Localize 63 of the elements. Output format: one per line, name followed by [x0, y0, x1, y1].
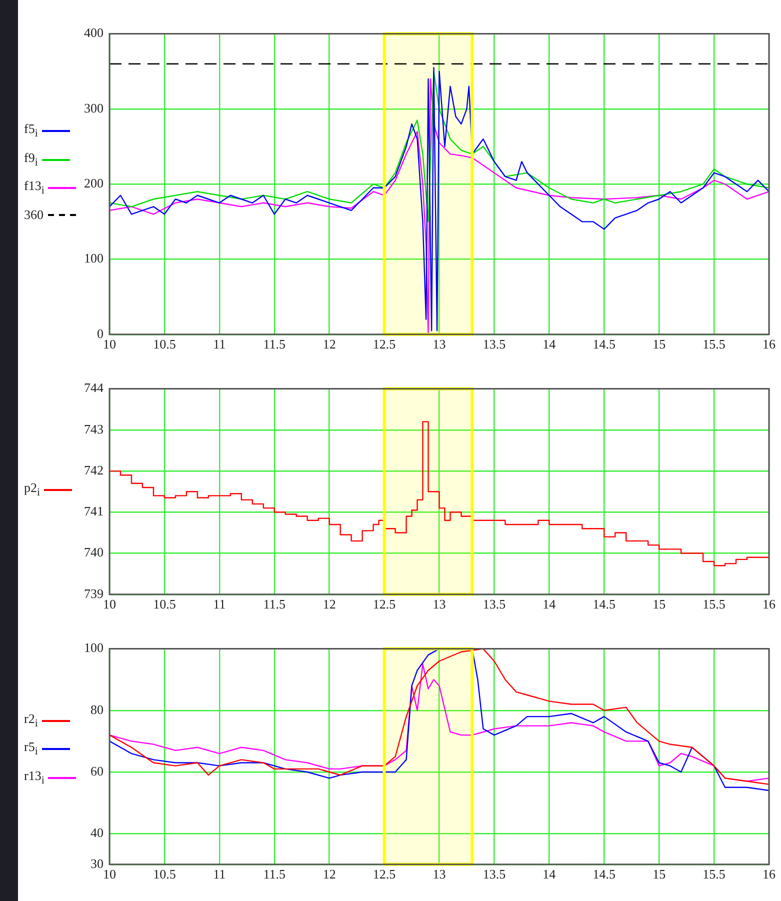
x-tick-label: 13: [432, 596, 446, 612]
legend-label: r13$_{i}$: [24, 768, 44, 788]
x-tick-label: 12: [322, 596, 336, 612]
x-tick-label: 16: [762, 866, 776, 882]
x-tick-label: 11.5: [263, 596, 286, 612]
x-tick-label: 10: [103, 336, 116, 352]
legend-label: p2$_{i}$: [24, 480, 40, 500]
x-tick-label: 13: [432, 866, 446, 882]
x-tick-label: 12: [322, 336, 336, 352]
x-tick-label: 14: [542, 336, 556, 352]
x-tick-label: 12.5: [372, 596, 396, 612]
x-tick-label: 10.5: [153, 596, 176, 612]
x-tick-label: 11: [213, 336, 226, 352]
x-tick-label: 14.5: [592, 866, 616, 882]
x-tick-label: 15.5: [702, 866, 726, 882]
y-tick-label: 100: [84, 640, 104, 656]
x-tick-label: 14.5: [592, 596, 616, 612]
x-tick-label: 15: [652, 596, 666, 612]
x-tick-label: 15.5: [702, 596, 726, 612]
y-tick-label: 743: [84, 421, 104, 436]
y-tick-label: 30: [90, 856, 104, 871]
x-tick-label: 12.5: [372, 336, 396, 352]
x-tick-label: 10: [103, 596, 116, 612]
x-tick-label: 10.5: [153, 336, 176, 352]
y-tick-label: 0: [97, 326, 104, 341]
x-tick-label: 12: [322, 866, 336, 882]
legend-label: f9$_{i}$: [24, 150, 38, 170]
y-tick-label: 80: [90, 702, 104, 717]
x-tick-label: 10: [103, 866, 116, 882]
y-tick-label: 200: [84, 176, 104, 191]
x-tick-label: 10.5: [153, 866, 176, 882]
x-tick-label: 15: [652, 866, 666, 882]
x-tick-label: 11: [213, 596, 226, 612]
legend-label: f5$_{i}$: [24, 121, 38, 141]
legend-label: r5$_{i}$: [24, 739, 38, 759]
legend-label: f13$_{i}$: [24, 178, 44, 198]
y-tick-label: 741: [84, 504, 104, 519]
legend-label: 360: [24, 206, 44, 222]
y-tick-label: 300: [84, 100, 104, 116]
x-tick-label: 11.5: [263, 866, 286, 882]
x-tick-label: 16: [762, 596, 776, 612]
legend-label: r2$_{i}$: [24, 710, 38, 730]
y-tick-label: 400: [84, 25, 104, 40]
x-tick-label: 15.5: [702, 336, 726, 352]
x-tick-label: 15: [652, 336, 666, 352]
x-tick-label: 14: [542, 596, 556, 612]
x-tick-label: 14.5: [592, 336, 616, 352]
x-tick-label: 13.5: [482, 866, 506, 882]
y-tick-label: 100: [84, 250, 104, 266]
y-tick-label: 742: [84, 462, 104, 478]
y-tick-label: 744: [84, 380, 104, 396]
x-tick-label: 16: [762, 336, 776, 352]
x-tick-label: 11: [213, 866, 226, 882]
y-tick-label: 739: [84, 586, 104, 601]
x-tick-label: 14: [542, 866, 556, 882]
x-tick-label: 13.5: [482, 336, 506, 352]
x-tick-label: 13: [432, 336, 446, 352]
y-tick-label: 40: [90, 825, 104, 840]
x-tick-label: 13.5: [482, 596, 506, 612]
y-tick-label: 60: [90, 763, 104, 778]
x-tick-label: 11.5: [263, 336, 286, 352]
x-tick-label: 12.5: [372, 866, 396, 882]
y-tick-label: 740: [84, 544, 104, 560]
